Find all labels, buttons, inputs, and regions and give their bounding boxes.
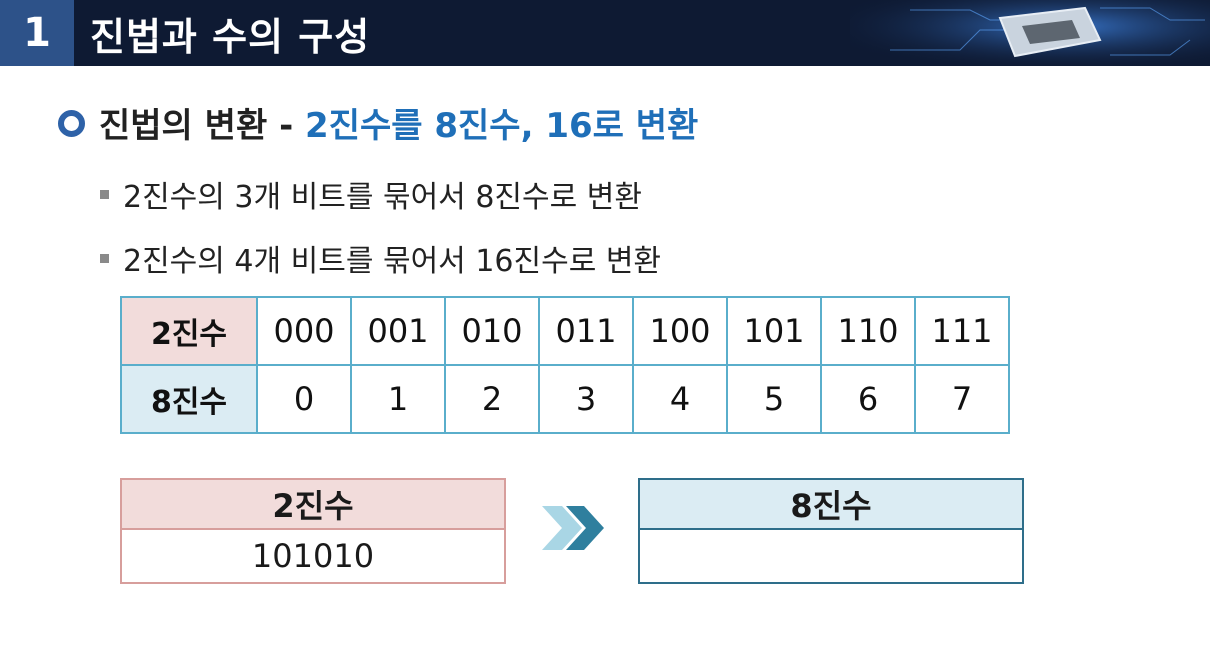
binary-example-value: 101010	[122, 530, 504, 582]
row-header: 8진수	[120, 364, 258, 434]
slide-title: 진법과 수의 구성	[90, 15, 371, 59]
table-cell: 1	[350, 364, 446, 434]
bullet-item: 2진수의 4개 비트를 묶어서 16진수로 변환	[100, 236, 661, 280]
binary-example-label: 2진수	[122, 480, 504, 530]
bullet-text: 2진수의 4개 비트를 묶어서 16진수로 변환	[123, 244, 662, 279]
square-bullet-icon	[100, 190, 109, 199]
table-cell: 001	[350, 296, 446, 366]
binary-octal-table: 2진수 000 001 010 011 100 101 110 111 8진수 …	[120, 296, 1010, 434]
table-cell: 7	[914, 364, 1010, 434]
row-header: 2진수	[120, 296, 258, 366]
table-cell: 2	[444, 364, 540, 434]
table-row-octal: 8진수 0 1 2 3 4 5 6 7	[120, 364, 1010, 434]
table-cell: 000	[256, 296, 352, 366]
table-row-binary: 2진수 000 001 010 011 100 101 110 111	[120, 296, 1010, 366]
octal-answer-box: 8진수	[638, 478, 1024, 584]
octal-answer-label: 8진수	[640, 480, 1022, 530]
bullet-item: 2진수의 3개 비트를 묶어서 8진수로 변환	[100, 172, 642, 216]
table-cell: 6	[820, 364, 916, 434]
table-cell: 0	[256, 364, 352, 434]
ring-bullet-icon	[58, 110, 85, 137]
table-cell: 100	[632, 296, 728, 366]
heading-accent-text: 2진수를 8진수, 16로 변환	[305, 106, 699, 146]
square-bullet-icon	[100, 254, 109, 263]
section-number: 1	[0, 0, 74, 66]
circuit-chip-decoration	[850, 0, 1210, 66]
heading-main-text: 진법의 변환 -	[99, 106, 306, 146]
table-cell: 5	[726, 364, 822, 434]
table-cell: 101	[726, 296, 822, 366]
bullet-text: 2진수의 3개 비트를 묶어서 8진수로 변환	[123, 180, 642, 215]
table-cell: 111	[914, 296, 1010, 366]
table-cell: 110	[820, 296, 916, 366]
slide-header: 1 진법과 수의 구성	[0, 0, 1210, 66]
octal-answer-value	[640, 530, 1022, 582]
table-cell: 4	[632, 364, 728, 434]
table-cell: 010	[444, 296, 540, 366]
table-cell: 011	[538, 296, 634, 366]
double-chevron-right-icon	[542, 506, 604, 550]
binary-example-box: 2진수 101010	[120, 478, 506, 584]
section-heading: 진법의 변환 - 2진수를 8진수, 16로 변환	[58, 98, 698, 147]
table-cell: 3	[538, 364, 634, 434]
